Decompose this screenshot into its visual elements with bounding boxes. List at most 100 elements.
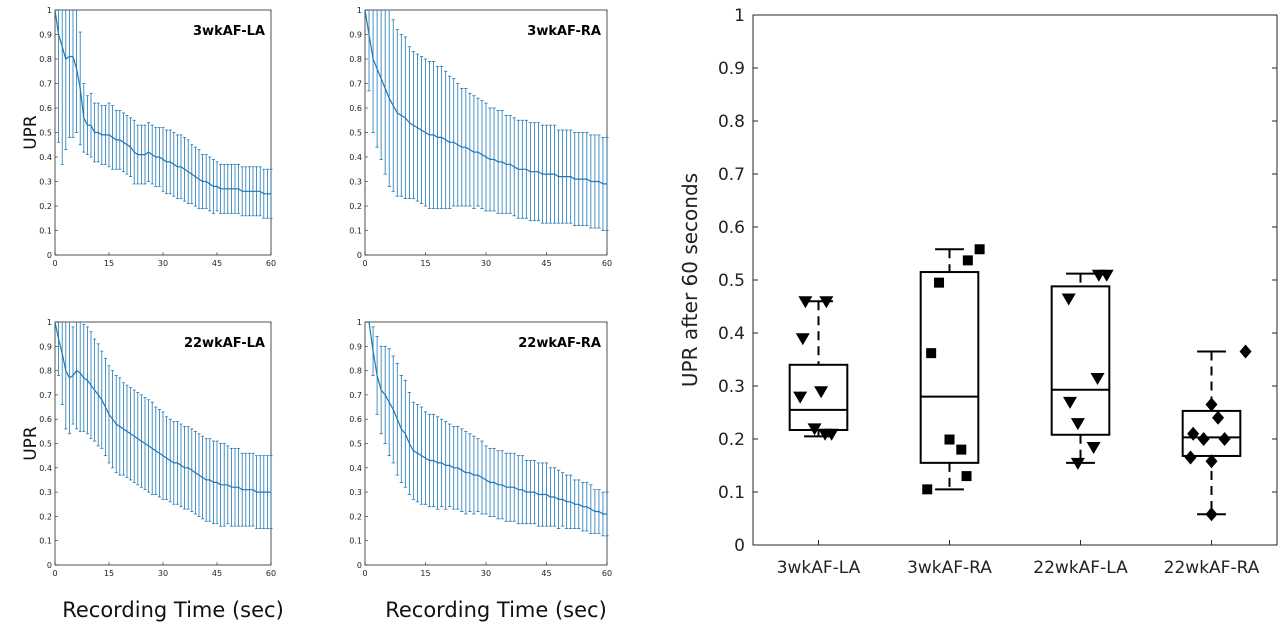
boxplot-panel: 0 0.1 0.2 0.3 0.4 0.5 0.6 0.7 0.8 0.9 1 3wkAF-LA 3wk… <box>678 6 1278 578</box>
box-iqr <box>1050 285 1111 436</box>
panel-3wkaf-ra: 0 0.1 0.2 0.3 0.4 0.5 0.6 0.7 0.8 0.9 1 0 15 30 45 60 3w… <box>349 6 612 268</box>
data-point <box>793 391 808 404</box>
x-tick-label: 30 <box>158 569 168 578</box>
y-tick-label: 0.1 <box>718 483 745 503</box>
x-tick-label: 60 <box>266 259 276 268</box>
data-point <box>1239 344 1252 359</box>
x-tick-label: 45 <box>541 569 551 578</box>
data-point <box>1197 432 1210 446</box>
panel-3wkaf-la: 0 0.1 0.2 0.3 0.4 0.5 0.6 0.7 0.8 0.9 1 0 15 30 45 60 3w… <box>21 6 276 268</box>
y-tick-label: 0.7 <box>349 391 362 400</box>
y-tick-label: 0.5 <box>39 129 52 138</box>
y-tick-label: 0.2 <box>349 202 362 211</box>
data-point <box>1212 410 1225 425</box>
data-point <box>922 484 933 495</box>
y-tick-label: 0.5 <box>349 129 362 138</box>
category-label: 22wkAF-LA <box>1033 558 1128 578</box>
y-tick-label: 0.5 <box>349 440 362 449</box>
y-tick-label: 0.1 <box>39 537 52 546</box>
y-tick-label: 0.6 <box>39 104 52 113</box>
y-tick-label: 1 <box>734 6 745 26</box>
data-point <box>974 244 985 255</box>
data-point <box>807 423 822 436</box>
y-tick-label: 0.8 <box>39 367 52 376</box>
y-tick-label: 0.5 <box>39 440 52 449</box>
data-point <box>961 471 972 482</box>
x-tick-label: 60 <box>266 569 276 578</box>
data-point <box>795 333 810 346</box>
y-tick-label: 1 <box>357 6 362 15</box>
data-point <box>1070 418 1085 431</box>
data-point <box>1205 397 1218 412</box>
y-tick-label: 0.6 <box>39 415 52 424</box>
data-point <box>1099 269 1114 282</box>
x-tick-label: 0 <box>362 259 367 268</box>
y-tick-label: 0.9 <box>349 342 362 351</box>
data-point <box>1090 373 1105 386</box>
data-point <box>956 444 967 455</box>
category-label: 3wkAF-RA <box>907 558 992 578</box>
x-tick-label: 30 <box>158 259 168 268</box>
box-iqr <box>788 363 849 431</box>
x-tick-label: 15 <box>104 259 114 268</box>
y-tick-label: 0.3 <box>349 488 362 497</box>
y-tick-label: 1 <box>357 318 362 327</box>
plot-area <box>752 14 1278 546</box>
y-tick-label: 0.9 <box>39 31 52 40</box>
category-label: 22wkAF-RA <box>1164 558 1260 578</box>
series-line <box>54 321 271 493</box>
y-tick-label: 0.1 <box>39 227 52 236</box>
y-tick-label: 0.3 <box>718 377 745 397</box>
x-tick-label: 30 <box>481 569 491 578</box>
x-tick-label: 15 <box>420 259 430 268</box>
y-tick-label: 0.4 <box>718 324 745 344</box>
y-tick-label: 0.2 <box>39 202 52 211</box>
category-label: 3wkAF-LA <box>777 558 861 578</box>
y-tick-label: 0.6 <box>349 415 362 424</box>
y-tick-label: 0.2 <box>349 512 362 521</box>
y-tick-label: 0 <box>734 536 745 556</box>
y-tick-label: 0.3 <box>39 178 52 187</box>
data-point <box>1086 441 1101 454</box>
x-tick-label: 0 <box>362 569 367 578</box>
y-tick-label: 0.5 <box>718 271 745 291</box>
y-tick-label: 0.1 <box>349 227 362 236</box>
box-iqr <box>919 271 980 464</box>
y-tick-label: 0.7 <box>718 165 745 185</box>
data-point <box>1205 507 1218 522</box>
x-tick-label: 45 <box>212 569 222 578</box>
data-point <box>1070 457 1085 470</box>
panel-title: 3wkAF-RA <box>527 24 601 39</box>
y-tick-label: 0.9 <box>718 59 745 79</box>
x-tick-label: 15 <box>104 569 114 578</box>
x-tick-label: 15 <box>420 569 430 578</box>
x-tick-label: 45 <box>541 259 551 268</box>
y-tick-label: 0 <box>357 561 362 570</box>
y-tick-label: 0.8 <box>349 55 362 64</box>
data-point <box>1061 293 1076 306</box>
panel-22wkaf-la: 0 0.1 0.2 0.3 0.4 0.5 0.6 0.7 0.8 0.9 1 0 15 30 45 60 22… <box>21 318 284 622</box>
data-point <box>926 348 937 359</box>
data-point <box>944 434 955 445</box>
y-tick-label: 0.7 <box>349 80 362 89</box>
data-point <box>962 255 973 266</box>
series-line <box>54 9 271 195</box>
y-tick-label: 0.2 <box>39 512 52 521</box>
panel-22wkaf-ra: 0 0.1 0.2 0.3 0.4 0.5 0.6 0.7 0.8 0.9 1 0 15 30 45 60 22… <box>349 318 612 622</box>
y-axis-label: UPR <box>21 115 41 150</box>
y-tick-label: 0.2 <box>718 430 745 450</box>
panel-title: 22wkAF-LA <box>184 336 265 351</box>
x-axis-label: Recording Time (sec) <box>62 598 284 622</box>
panel-title: 22wkAF-RA <box>518 336 601 351</box>
y-tick-label: 0.8 <box>718 112 745 132</box>
data-point <box>934 277 945 288</box>
data-point <box>814 386 829 399</box>
x-tick-label: 30 <box>481 259 491 268</box>
y-axis-label: UPR <box>21 426 41 461</box>
x-tick-label: 0 <box>52 569 57 578</box>
series-line <box>364 9 607 185</box>
data-point <box>824 428 839 441</box>
y-tick-label: 0.7 <box>39 391 52 400</box>
data-point <box>798 296 813 309</box>
y-tick-label: 0 <box>47 561 52 570</box>
